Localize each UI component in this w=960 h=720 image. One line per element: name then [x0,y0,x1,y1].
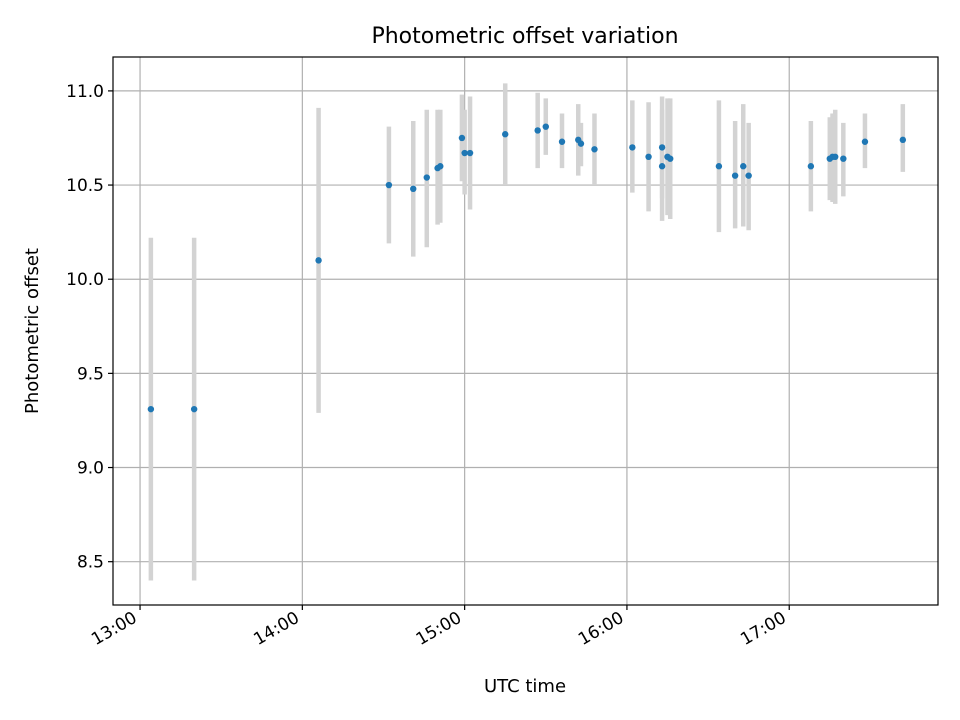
data-point [667,155,674,162]
y-tick-label: 11.0 [66,82,104,102]
data-points [147,123,907,413]
data-point [658,144,666,151]
data-point [577,140,585,147]
data-point [461,149,468,157]
data-point [807,163,815,170]
y-axis-ticks: 8.5 9.0 9.5 10.0 10.5 11.0 [66,82,113,573]
data-point [190,405,198,413]
data-point [385,181,393,189]
data-point [410,185,417,193]
data-point [629,144,636,151]
data-point [542,123,549,130]
y-tick-label: 10.5 [66,176,104,196]
data-point [840,155,847,162]
plot-frame [112,56,939,606]
data-point [731,172,739,179]
data-point [645,153,652,161]
data-point [558,138,566,145]
data-point [899,136,907,144]
y-tick-label: 9.5 [77,364,104,384]
data-point [534,127,541,134]
y-tick-label: 9.0 [77,459,104,479]
data-point [740,163,747,170]
data-point [437,163,444,170]
y-axis-label: Photometric offset [22,248,43,414]
data-point [832,153,839,161]
data-point [861,138,869,145]
y-tick-label: 8.5 [77,553,104,573]
y-tick-label: 10.0 [66,270,104,290]
data-point [466,149,474,157]
data-point [458,134,466,142]
x-axis-label: UTC time [484,676,566,697]
data-point [715,163,723,170]
data-point [423,174,430,181]
data-point [658,163,666,170]
data-point [745,172,752,179]
data-point [147,405,155,413]
data-point [591,146,598,153]
data-point [502,131,509,138]
data-point [315,257,322,264]
chart-title: Photometric offset variation [371,24,678,49]
